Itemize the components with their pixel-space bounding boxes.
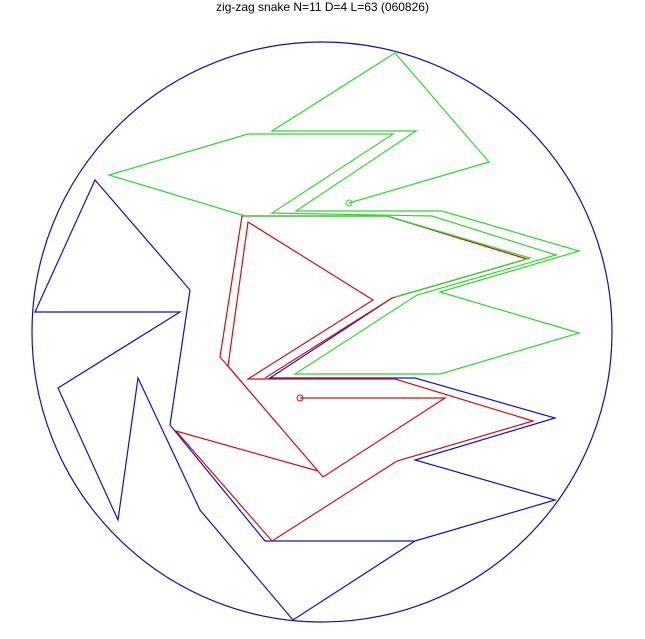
figure-title: zig-zag snake N=11 D=4 L=63 (060826) — [216, 0, 429, 14]
blue-snake-path — [34, 178, 558, 621]
green-snake-path — [106, 52, 582, 375]
red-snake-path — [174, 215, 536, 542]
green-path-start-marker — [345, 199, 353, 207]
boundary-circle — [31, 41, 613, 623]
red-path-start-marker — [296, 394, 304, 402]
